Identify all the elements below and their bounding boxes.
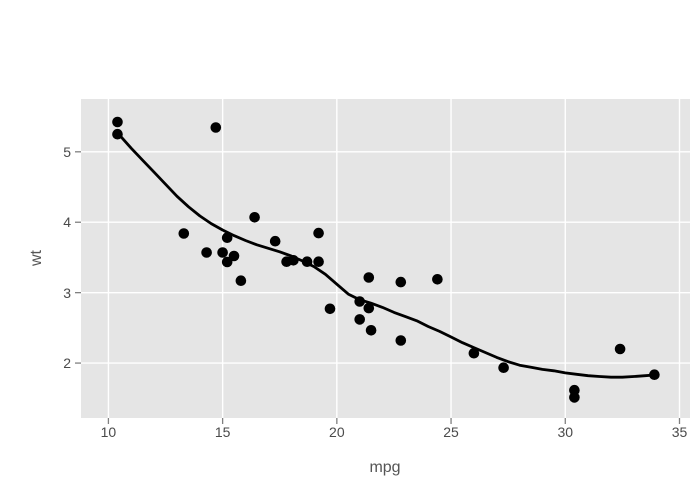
x-tick-label-20: 20	[329, 424, 345, 440]
data-point[interactable]	[354, 314, 366, 325]
y-axis-title: wt	[28, 250, 45, 266]
data-point[interactable]	[468, 347, 480, 359]
y-tick-label-3: 3	[63, 284, 71, 301]
data-point[interactable]	[614, 343, 626, 355]
data-point[interactable]	[221, 256, 233, 268]
data-point[interactable]	[365, 325, 377, 336]
y-tick-label-5: 5	[63, 143, 71, 160]
data-point[interactable]	[432, 274, 443, 285]
x-tick-label-35: 35	[671, 424, 688, 440]
data-point[interactable]	[281, 256, 292, 268]
data-point[interactable]	[210, 122, 222, 133]
data-point[interactable]	[363, 302, 375, 314]
data-point[interactable]	[395, 335, 407, 346]
data-point[interactable]	[363, 272, 375, 283]
data-point[interactable]	[395, 276, 407, 288]
data-point[interactable]	[324, 303, 336, 315]
smooth-line[interactable]	[116, 131, 656, 379]
data-point[interactable]	[249, 212, 260, 223]
data-point[interactable]	[498, 362, 509, 374]
x-tick-label-15: 15	[214, 424, 231, 440]
x-tick-label-10: 10	[100, 424, 117, 440]
data-point[interactable]	[569, 392, 580, 403]
data-point[interactable]	[235, 275, 247, 287]
y-tick-label-2: 2	[63, 355, 71, 372]
data-point[interactable]	[112, 116, 123, 128]
x-axis-title: mpg	[369, 459, 401, 476]
data-point[interactable]	[201, 247, 212, 258]
data-point[interactable]	[178, 228, 190, 239]
plot-panel[interactable]	[81, 99, 690, 418]
data-point[interactable]	[228, 250, 240, 262]
x-tick-label-30: 30	[557, 424, 574, 440]
data-point[interactable]	[217, 247, 228, 258]
y-tick-label-4: 4	[63, 214, 71, 231]
data-point[interactable]	[313, 227, 324, 239]
data-point[interactable]	[313, 256, 324, 268]
data-point[interactable]	[269, 235, 281, 247]
x-tick-label-25: 25	[443, 424, 459, 440]
